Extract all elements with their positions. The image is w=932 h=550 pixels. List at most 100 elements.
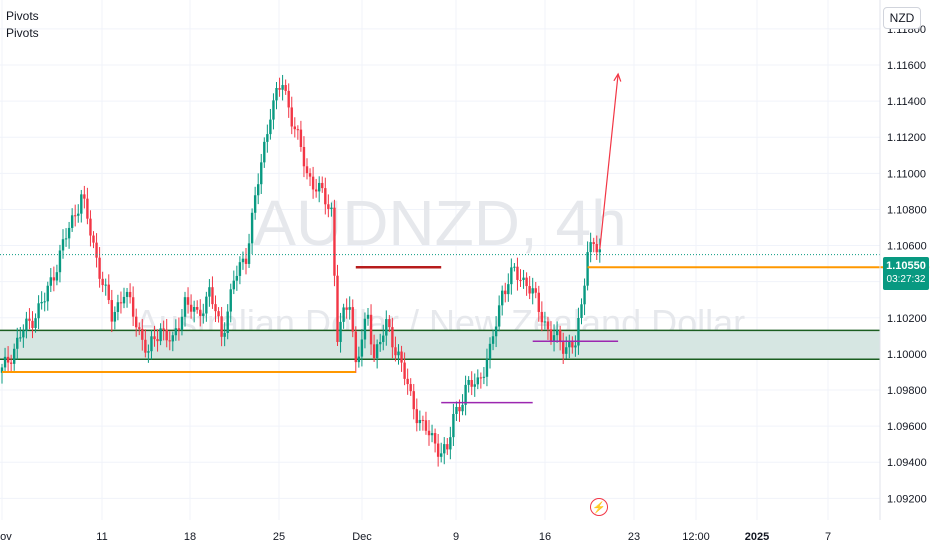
candle-body (241, 258, 245, 263)
candle-body (473, 384, 476, 387)
candle-body (302, 146, 306, 167)
time-axis[interactable]: Nov 11 18 25 Dec 9 16 23 12:00 2025 7 (0, 531, 831, 543)
candle-body (476, 377, 479, 385)
candle-body (278, 87, 281, 90)
price-tick-label: 1.11000 (887, 168, 926, 180)
candle-body (89, 218, 92, 236)
drawing-overlays[interactable] (0, 72, 930, 404)
candle-body (165, 329, 168, 341)
price-tick-label: 1.11400 (887, 96, 926, 108)
price-tick-label: 1.10800 (887, 204, 927, 216)
candle-body (52, 277, 56, 281)
candle-body (299, 129, 303, 147)
candle-body (290, 107, 293, 127)
candle-body (491, 336, 495, 344)
candle-body (482, 376, 486, 378)
candle-body (244, 258, 248, 264)
candle-body (537, 292, 540, 312)
lightning-icon[interactable]: ⚡ (590, 498, 608, 516)
candle-body (61, 239, 65, 251)
candle-body (552, 335, 556, 341)
price-tick-label: 1.11600 (887, 60, 926, 72)
candle-body (141, 328, 144, 340)
candle-body (95, 242, 98, 258)
candle-body (543, 321, 547, 323)
candle-body (192, 307, 196, 312)
candle-body (449, 437, 452, 450)
trend-arrow-line[interactable] (599, 73, 619, 250)
candle-body (467, 380, 470, 385)
candle-body (287, 90, 290, 108)
candle-body (180, 316, 184, 330)
candle-body (580, 304, 583, 318)
candle-body (565, 347, 568, 354)
candle-body (0, 367, 4, 373)
candle-body (263, 141, 266, 163)
time-tick-label: 23 (628, 531, 640, 543)
price-tick-label: 1.09600 (887, 421, 927, 433)
candle-body (452, 413, 455, 438)
candle-body (522, 277, 525, 280)
candle-body (296, 129, 300, 131)
candle-body (424, 420, 428, 431)
candle-body (104, 284, 107, 286)
candle-body (397, 351, 400, 356)
candle-body (269, 119, 272, 135)
time-tick-label: Dec (352, 531, 372, 543)
candlestick-series (0, 74, 601, 467)
indicator-legend-pivots-1[interactable]: Pivots (6, 9, 39, 23)
candle-body (455, 406, 458, 414)
candle-body (586, 252, 589, 286)
candle-body (555, 329, 559, 336)
candle-body (131, 297, 135, 317)
candle-body (86, 198, 89, 219)
candle-body (470, 380, 473, 387)
candle-body (281, 85, 284, 90)
candle-body (510, 267, 513, 285)
candle-body (558, 329, 562, 343)
candle-body (485, 359, 489, 377)
candle-body (333, 207, 336, 276)
candle-body (534, 288, 537, 293)
candle-body (336, 275, 339, 342)
time-tick-label: 18 (184, 531, 196, 543)
candle-body (92, 235, 95, 243)
candle-body (308, 173, 312, 177)
candle-body (406, 378, 409, 385)
candle-body (531, 288, 534, 294)
candle-body (156, 339, 159, 342)
demand-zone[interactable] (0, 329, 880, 361)
candle-body (446, 444, 449, 450)
candle-body (400, 351, 403, 363)
candle-body (211, 287, 214, 305)
candle-body (55, 272, 59, 281)
candle-body (153, 336, 156, 340)
candle-body (357, 356, 361, 363)
chart-grid (0, 0, 880, 520)
candle-body (40, 301, 43, 304)
candle-body (159, 328, 162, 342)
candle-body (430, 433, 434, 436)
indicator-legend-pivots-2[interactable]: Pivots (6, 26, 39, 40)
currency-button[interactable]: NZD (883, 7, 921, 29)
candle-body (330, 207, 333, 209)
candle-body (293, 126, 296, 130)
candle-body (138, 327, 141, 329)
candle-body (144, 339, 147, 353)
candle-body (67, 227, 71, 239)
last-price-value: 1.10550 (886, 260, 926, 272)
candle-body (168, 340, 171, 342)
candle-body (189, 304, 193, 312)
candle-body (305, 166, 309, 174)
trend-arrow-head[interactable] (613, 72, 622, 82)
candle-body (427, 430, 431, 436)
price-tick-label: 1.10000 (887, 349, 927, 361)
candle-body (525, 277, 528, 287)
candle-body (440, 453, 443, 457)
candle-body (43, 301, 46, 303)
candle-body (235, 275, 239, 281)
candle-body (418, 419, 422, 424)
candle-body (74, 215, 77, 217)
candle-body (247, 243, 251, 264)
